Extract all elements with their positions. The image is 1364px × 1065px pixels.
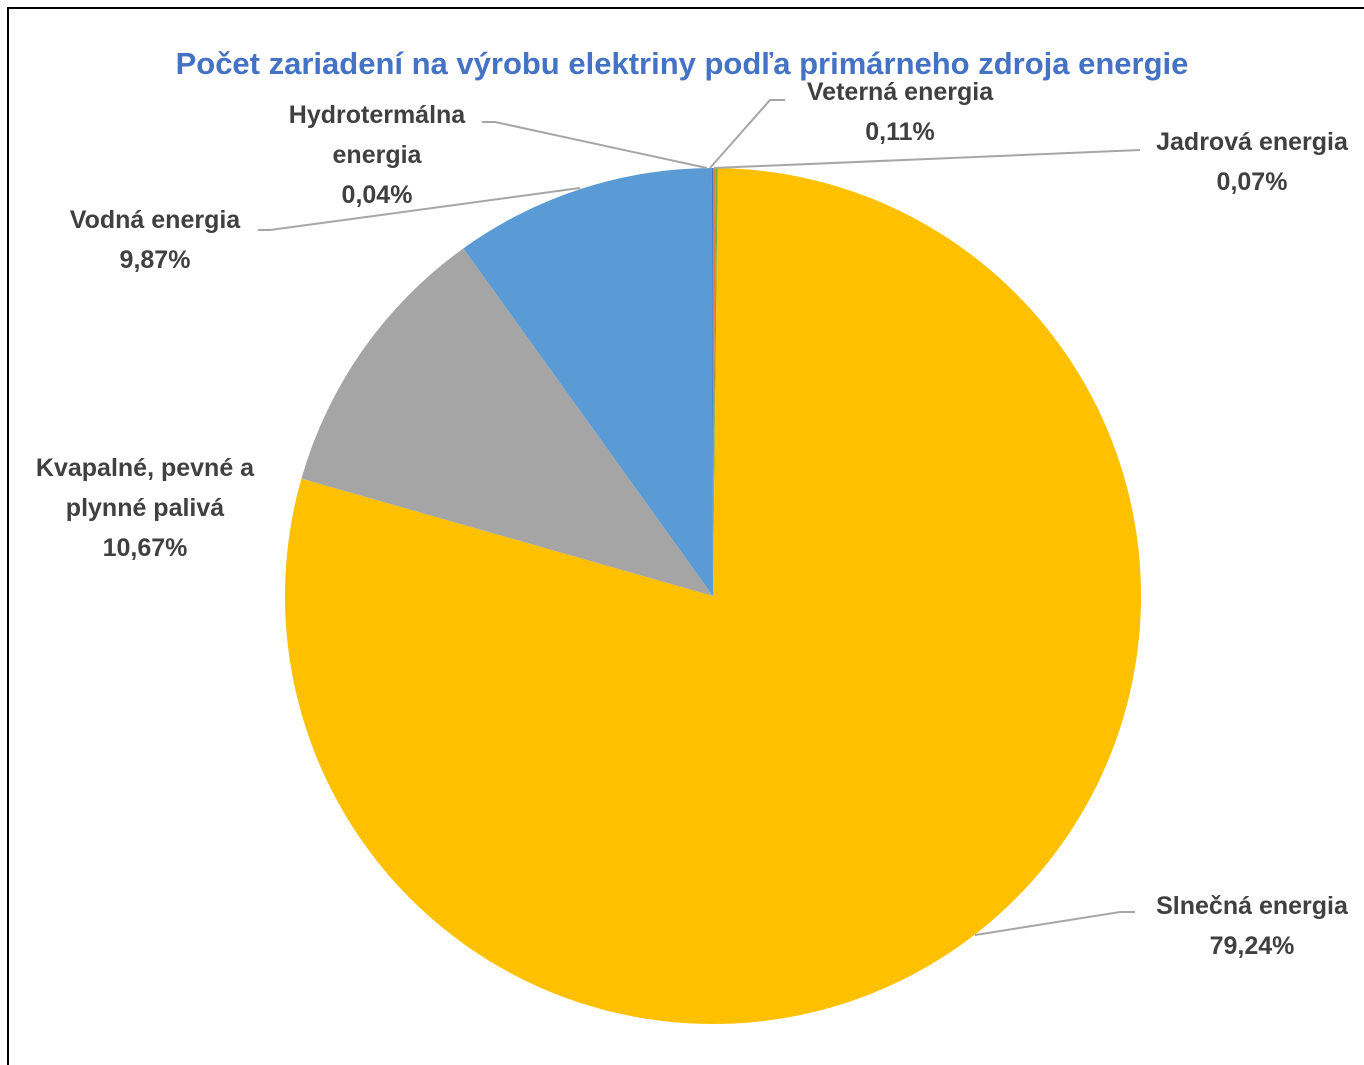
data-label: Kvapalné, pevné a plynné palivá 10,67% [10,448,280,568]
value-label: 9,87% [119,246,191,274]
data-label: Jadrová energia 0,07% [1132,122,1364,202]
pie-slice [713,168,716,596]
leader-line [713,149,1141,169]
leader-line [258,187,581,231]
pie-slice [301,248,713,596]
value-label: 10,67% [102,534,188,562]
value-label: 79,24% [1209,932,1295,960]
value-label: 0,04% [341,181,413,209]
category-label: Jadrová energia [1156,128,1348,156]
pie-slice [711,168,713,596]
value-label: 0,07% [1216,168,1288,196]
category-label: Hydrotermálna energia [288,101,466,169]
pie-slice [713,168,718,596]
pie-slice [463,168,713,597]
category-label: Slnečná energia [1156,892,1348,920]
category-label: Veterná energia [806,78,994,106]
leader-line [482,121,708,169]
data-label: Hydrotermálna energia 0,04% [267,95,487,215]
value-label: 0,11% [865,118,935,146]
leader-line [974,911,1135,936]
category-label: Vodná energia [69,206,241,234]
pie-slice [285,168,1141,1025]
data-label: Vodná energia 9,87% [25,200,285,280]
frame [7,7,1364,1065]
chart-title: Počet zariadení na výrobu elektriny podľ… [175,46,1189,81]
data-label: Veterná energia 0,11% [760,72,1040,152]
category-label: Kvapalné, pevné a plynné palivá [35,454,255,522]
data-label: Slnečná energia 79,24% [1132,886,1364,966]
leader-line [709,99,785,169]
